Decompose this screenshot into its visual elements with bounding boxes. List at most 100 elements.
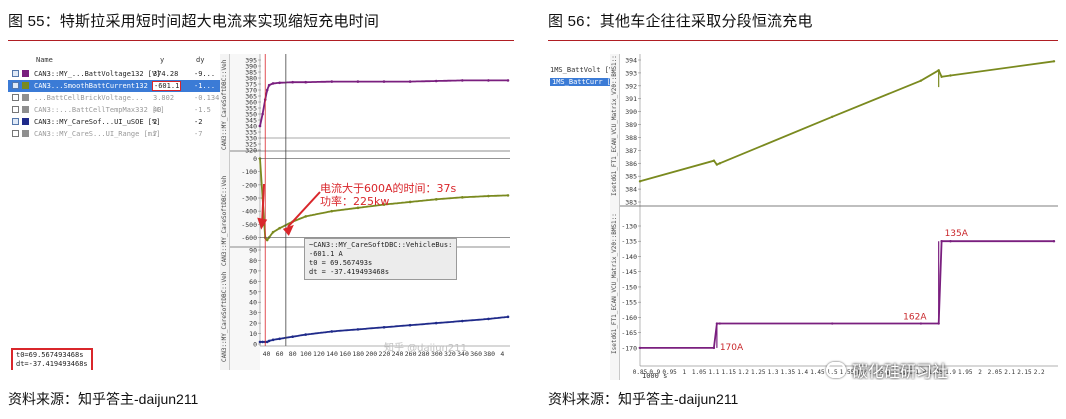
right-x-tick-label: 1.15: [721, 369, 736, 376]
signal-y-value: 7: [153, 130, 158, 138]
y-tick-label: -500: [241, 221, 257, 229]
signal-checkbox[interactable]: [12, 106, 19, 113]
list-header-name: Name: [36, 56, 53, 64]
signal-row[interactable]: ...BattCellBrickVoltage... 3.802 -0.134: [8, 92, 228, 104]
data-point: [278, 226, 281, 230]
signal-row[interactable]: CAN3::MY_CareSof...UI_uSOE [%] 2 -2: [8, 116, 228, 128]
y-tick-label: 375: [245, 81, 257, 89]
y-tick-label: 340: [245, 123, 257, 131]
right-x-tick-label: 0.9: [649, 369, 660, 376]
signal-checkbox[interactable]: [12, 118, 19, 125]
x-tick-label: 100: [300, 350, 312, 358]
data-point: [487, 79, 490, 82]
x-tick-label: 80: [289, 350, 297, 358]
x-tick-label: 260: [405, 350, 417, 358]
signal-color-swatch: [22, 82, 29, 89]
x-tick-label: 160: [339, 350, 351, 358]
right-data-point: [638, 180, 642, 183]
right-y-tick-label: -155: [621, 299, 637, 307]
current-label-170A: 170A: [720, 343, 744, 353]
annotation-line2: 功率：225kw: [320, 195, 390, 208]
signal-row[interactable]: CAN3::...BattCellTempMax332 [C] 40 -1.5: [8, 104, 228, 116]
data-point: [408, 323, 412, 327]
data-point: [271, 230, 275, 234]
y-tick-label: 30: [249, 309, 257, 317]
y-tick-label: 330: [245, 135, 257, 143]
data-point: [382, 80, 386, 83]
right-y-tick-label: -170: [621, 344, 637, 352]
signal-checkbox[interactable]: [12, 70, 19, 77]
x-tick-label: 300: [431, 350, 443, 358]
signal-color-swatch: [22, 94, 29, 101]
red-arrowhead-right: [282, 224, 294, 236]
x-tick-label: 140: [326, 350, 338, 358]
right-data-point: [949, 240, 952, 243]
data-point: [261, 340, 264, 344]
data-point: [356, 80, 360, 83]
right-y-tick-label: -145: [621, 268, 637, 276]
y-tick-label: 370: [245, 87, 257, 95]
right-x-tick-label: 1.9: [945, 369, 956, 376]
signal-row[interactable]: CAN3...SmoothBattCurrent132 [A] -601.1 -1.…: [8, 80, 228, 92]
right-x-tick-label: 2.2: [1034, 369, 1045, 376]
y-tick-label: 40: [249, 299, 257, 307]
left-source-note: 资料来源：知乎答主-daijun211: [8, 391, 199, 407]
signal-y-value: 374.28: [153, 70, 179, 78]
signal-row[interactable]: CAN3::MY_...BattVoltage132 [V] 374.28 -9..…: [8, 68, 228, 80]
signal-checkbox[interactable]: [12, 82, 19, 89]
right-x-tick-label: 1.8: [916, 369, 927, 376]
left-title-rule: [8, 40, 514, 41]
list-header-y: y: [160, 56, 165, 64]
status-dt: dt=-37.419493468s: [16, 360, 88, 368]
signal-dy-value: -1...: [194, 82, 216, 90]
y-tick-label: 70: [249, 267, 257, 275]
left-analyzer-window: Name y dy CAN3::MY_...BattVoltage132 [V]…: [8, 54, 510, 370]
right-x-tick-label: 1.35: [781, 369, 796, 376]
right-x-tick-label: 2.15: [1017, 369, 1032, 376]
left-axis-label-strip: [220, 54, 230, 370]
right-data-point: [940, 75, 943, 78]
x-tick-label: 380: [483, 350, 495, 358]
y-tick-label: 395: [245, 57, 257, 65]
left-yaxis-background: [230, 54, 260, 370]
right-figure-title: 图 56：其他车企往往采取分段恒流充电: [548, 13, 813, 30]
right-axis-label-strip: [610, 54, 620, 380]
current-label-135A: 135A: [945, 229, 969, 239]
signal-row[interactable]: CAN3::MY_CareS...UI_Range [mi] 7 -7: [8, 128, 228, 140]
right-y-tick-label: 384: [625, 186, 637, 194]
right-x-tick-label: 1.05: [692, 369, 707, 376]
right-x-tick-label: 1.25: [751, 369, 766, 376]
red-arrow-right: [287, 191, 321, 228]
right-x-tick-label: 1.45: [810, 369, 825, 376]
right-legend-voltage[interactable]: 1MS_BattVolt [V]: [550, 66, 618, 74]
right-y-tick-label: 388: [625, 134, 637, 142]
data-point: [271, 338, 275, 342]
x-tick-label: 360: [470, 350, 482, 358]
right-data-point: [718, 322, 722, 325]
signal-dy-value: -9...: [194, 70, 216, 78]
signal-checkbox[interactable]: [12, 94, 19, 101]
wechat-badge: 碳化硅研习社: [826, 358, 948, 380]
data-point: [434, 79, 438, 83]
right-y-tick-label: -130: [621, 223, 637, 231]
left-figure-title: 图 55：特斯拉采用短时间超大电流来实现缩短充电时间: [8, 13, 380, 30]
right-data-point: [919, 79, 923, 82]
data-point: [258, 340, 262, 344]
y-tick-label: 80: [249, 257, 257, 265]
data-point: [304, 80, 307, 84]
data-point: [382, 325, 386, 329]
right-data-point: [940, 240, 943, 243]
x-tick-label: 220: [379, 350, 391, 358]
signal-name: CAN3::MY_CareSof...UI_uSOE [%]: [34, 118, 161, 126]
right-x-tick-label: 1.4: [797, 369, 808, 376]
signal-checkbox[interactable]: [12, 130, 19, 137]
y-tick-label: 90: [249, 247, 257, 255]
right-y-tick-label: -165: [621, 329, 637, 337]
wechat-icon: [826, 362, 846, 378]
right-y-tick-label: 391: [625, 95, 637, 103]
data-point: [265, 88, 269, 92]
right-legend-current[interactable]: 1MS_BattCurr [A]: [550, 78, 622, 86]
right-chart-svg: 394 393 392 391 390 389 388 387 386 385 384 383 -130…: [620, 54, 1058, 380]
signal-dy-value: -0.134: [194, 94, 220, 102]
y-tick-label: 325: [245, 141, 257, 149]
